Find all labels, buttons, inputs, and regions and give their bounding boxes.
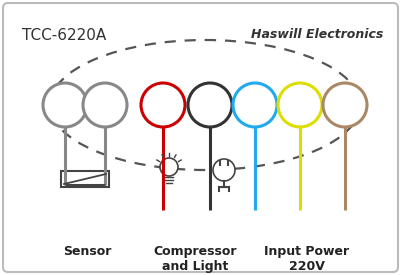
Circle shape: [83, 83, 127, 127]
FancyBboxPatch shape: [3, 3, 398, 272]
Text: Haswill Electronics: Haswill Electronics: [251, 28, 383, 41]
Circle shape: [233, 83, 277, 127]
Circle shape: [43, 83, 87, 127]
Text: Sensor: Sensor: [63, 245, 111, 258]
Text: TCC-6220A: TCC-6220A: [22, 28, 106, 43]
Circle shape: [160, 158, 178, 176]
Circle shape: [213, 159, 235, 181]
Text: Input Power
220V: Input Power 220V: [264, 245, 350, 273]
Circle shape: [188, 83, 232, 127]
FancyBboxPatch shape: [61, 171, 109, 187]
Text: Compressor
and Light: Compressor and Light: [153, 245, 237, 273]
Circle shape: [278, 83, 322, 127]
Circle shape: [323, 83, 367, 127]
Circle shape: [141, 83, 185, 127]
